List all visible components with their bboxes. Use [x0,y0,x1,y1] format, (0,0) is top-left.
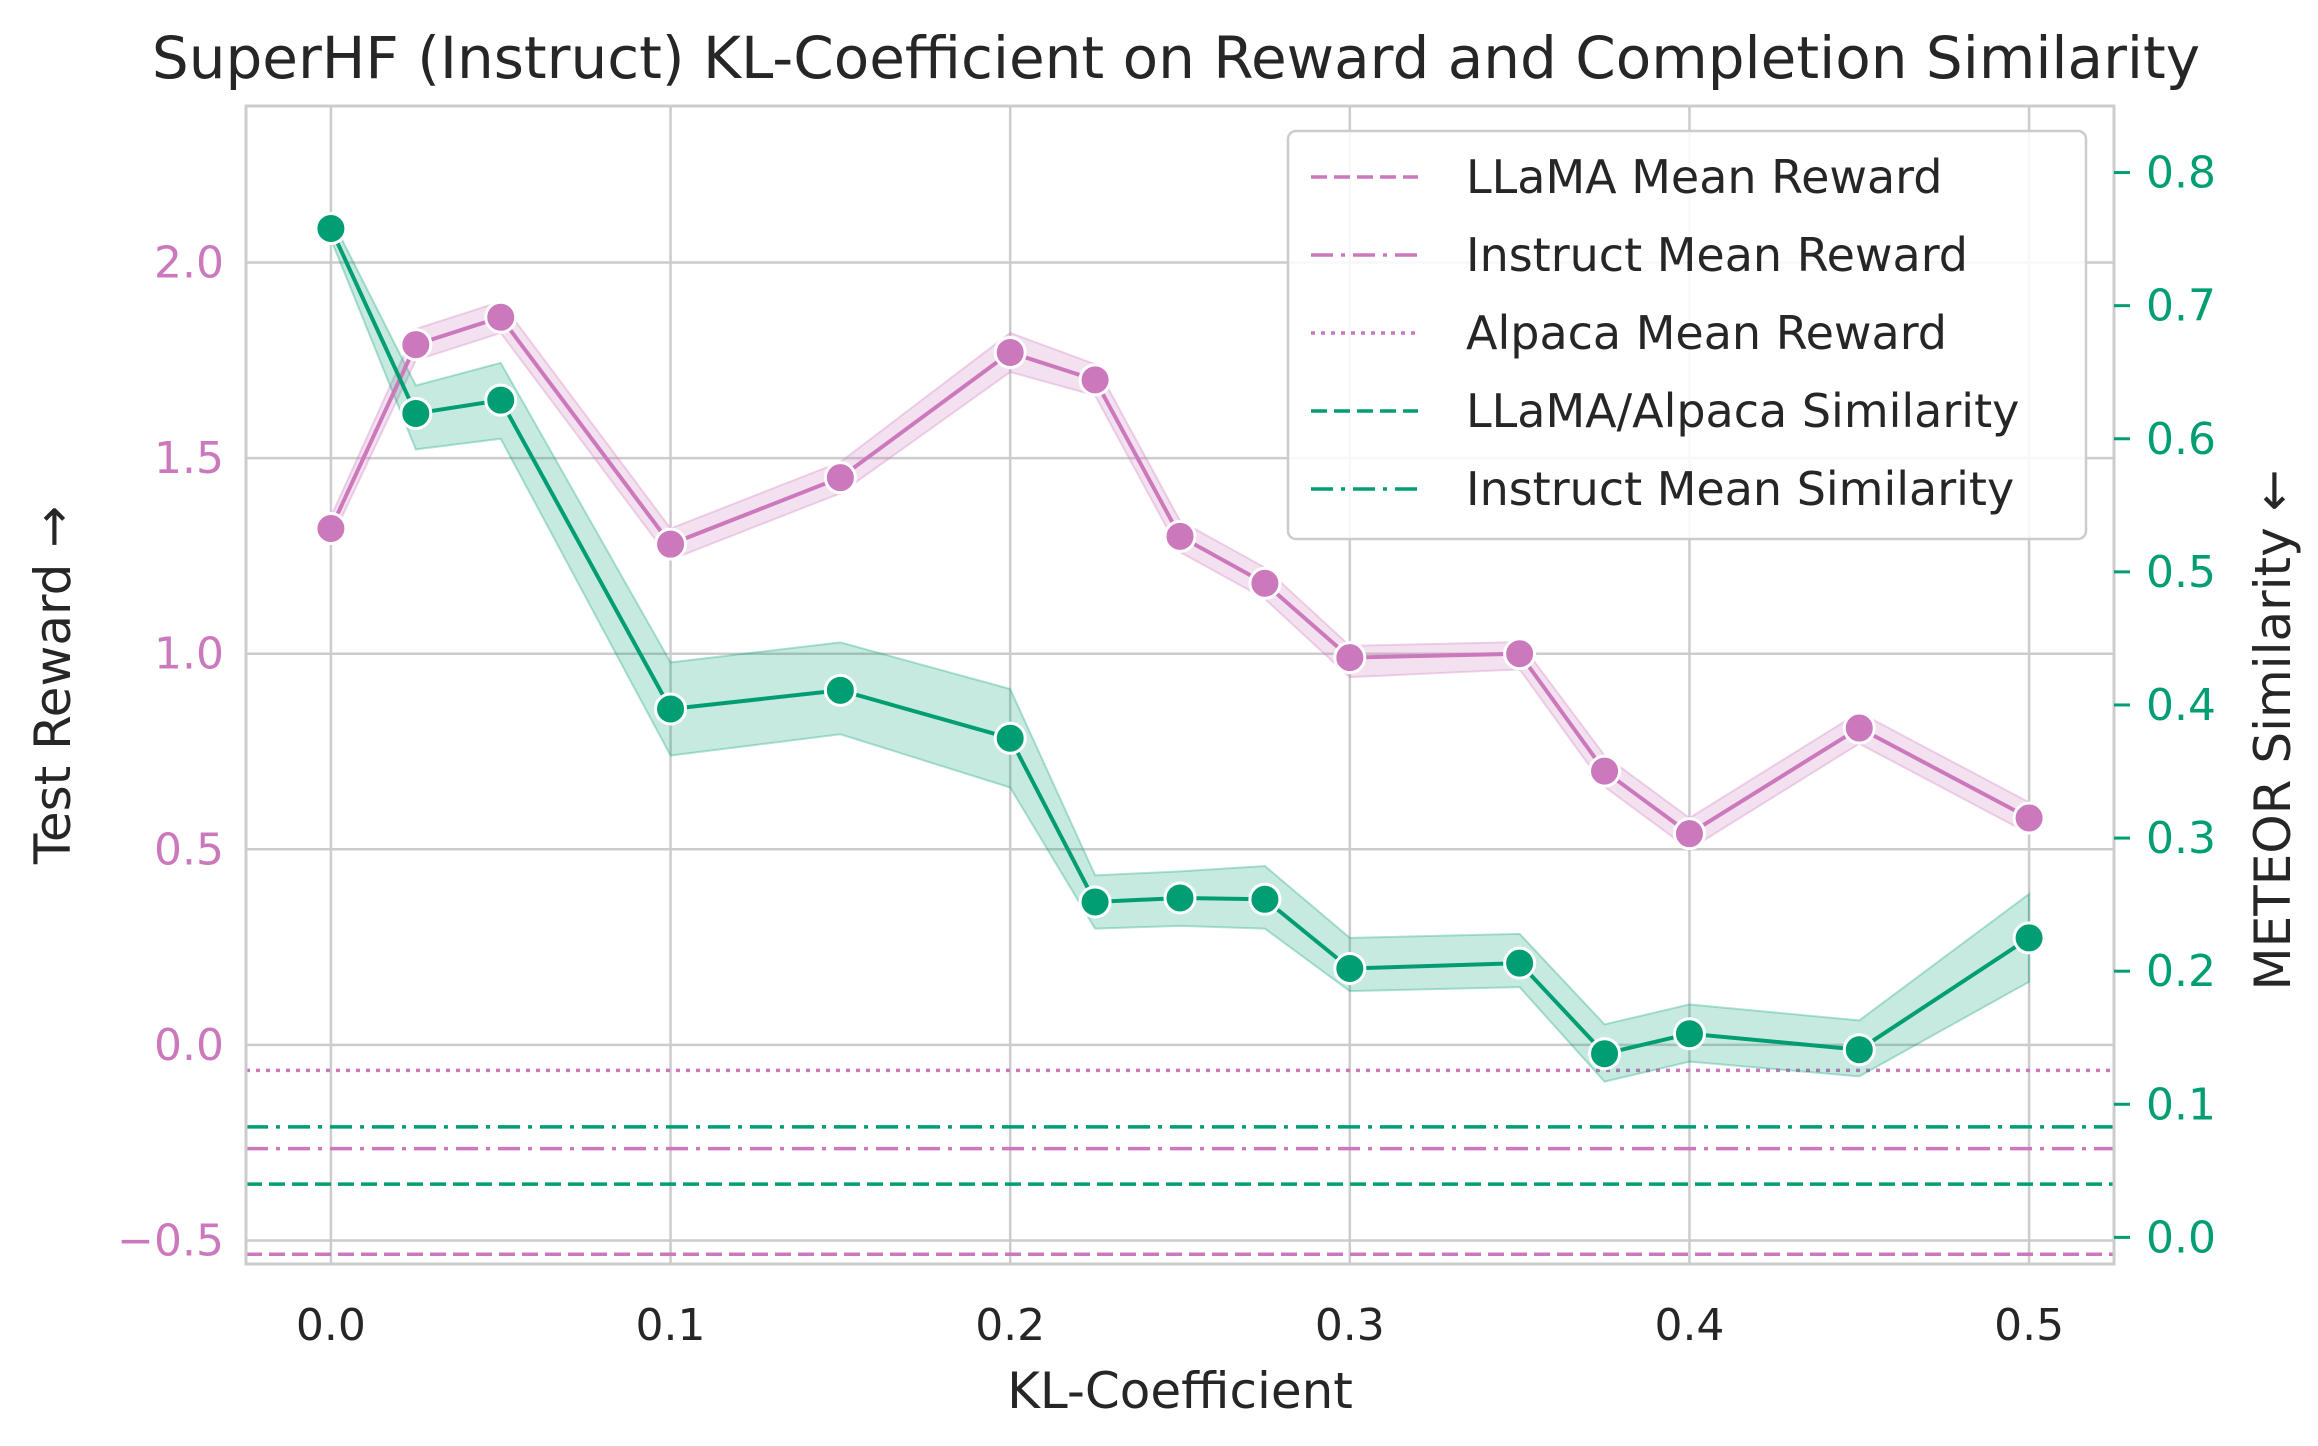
point-0-9 [1333,641,1367,675]
x-tick-label-0: 0.0 [296,1300,366,1351]
point-1-12 [1672,1017,1706,1051]
right-y-tick-label-5: 0.5 [2146,547,2216,598]
left-y-tick-label-3: 1.0 [154,629,224,680]
point-1-4 [823,673,857,707]
right-y-axis-label: METEOR Similarity ← [2244,469,2302,990]
legend-label-0: LLaMA Mean Reward [1466,150,1943,204]
x-tick-label-2: 0.2 [975,1300,1045,1351]
left-y-tick-label-4: 1.5 [154,433,224,484]
x-tick-label-4: 0.4 [1654,1300,1724,1351]
point-0-10 [1503,637,1537,671]
right-y-tick-label-0: 0.0 [2146,1212,2216,1263]
point-1-2 [484,383,518,417]
point-0-8 [1248,566,1282,600]
chart-title: SuperHF (Instruct) KL-Coefficient on Rew… [152,24,2200,92]
legend-box [1286,129,2088,541]
left-y-tick-label-2: 0.5 [154,824,224,875]
right-y-tick-label-1: 0.1 [2146,1079,2216,1130]
legend-label-2: Alpaca Mean Reward [1466,306,1947,360]
point-1-9 [1333,952,1367,986]
data-points [314,211,2046,1071]
left-y-tick-label-5: 2.0 [154,237,224,288]
point-1-5 [993,721,1027,755]
x-tick-label-5: 0.5 [1994,1300,2064,1351]
point-1-0 [314,211,348,245]
point-0-11 [1588,754,1622,788]
point-0-3 [654,527,688,561]
point-0-2 [484,300,518,334]
left-y-ticks: −0.5 0.0 0.5 1.0 1.5 2.0 [117,237,224,1266]
point-1-7 [1163,881,1197,915]
left-y-tick-label-1: 0.0 [154,1020,224,1071]
reference-lines [246,1068,2114,1256]
point-0-14 [2012,801,2046,835]
point-1-13 [1842,1033,1876,1067]
point-0-12 [1672,817,1706,851]
point-1-11 [1588,1037,1622,1071]
left-y-tick-label-0: −0.5 [117,1216,224,1267]
x-tick-label-1: 0.1 [636,1300,706,1351]
right-y-tick-label-4: 0.4 [2146,680,2216,731]
right-y-tick-label-8: 0.8 [2146,148,2216,199]
x-ticks: 0.0 0.1 0.2 0.3 0.4 0.5 [296,1300,2064,1351]
legend-label-3: LLaMA/Alpaca Similarity [1466,384,2019,438]
point-1-8 [1248,882,1282,916]
right-y-tick-label-2: 0.2 [2146,946,2216,997]
point-1-6 [1078,885,1112,919]
point-1-1 [399,396,433,430]
point-1-10 [1503,946,1537,980]
legend: LLaMA Mean Reward Instruct Mean Reward Alp… [1286,129,2088,541]
legend-label-1: Instruct Mean Reward [1466,228,1968,282]
point-1-14 [2012,921,2046,955]
legend-label-4: Instruct Mean Similarity [1466,462,2014,516]
left-y-axis-label: Test Reward → [24,506,82,865]
right-y-tick-label-3: 0.3 [2146,813,2216,864]
point-0-1 [399,328,433,362]
point-0-7 [1163,519,1197,553]
x-tick-label-3: 0.3 [1315,1300,1385,1351]
point-0-0 [314,512,348,546]
point-0-5 [993,335,1027,369]
point-0-4 [823,461,857,495]
right-y-tick-label-7: 0.7 [2146,281,2216,332]
plot-frame [244,104,2116,1266]
point-0-13 [1842,711,1876,745]
right-y-tick-label-6: 0.6 [2146,414,2216,465]
right-y-ticks: 0.0 0.1 0.2 0.3 0.4 0.5 0.6 0.7 0.8 [2114,148,2216,1263]
point-1-3 [654,692,688,726]
point-0-6 [1078,363,1112,397]
x-axis-label: KL-Coefficient [1007,1362,1353,1420]
